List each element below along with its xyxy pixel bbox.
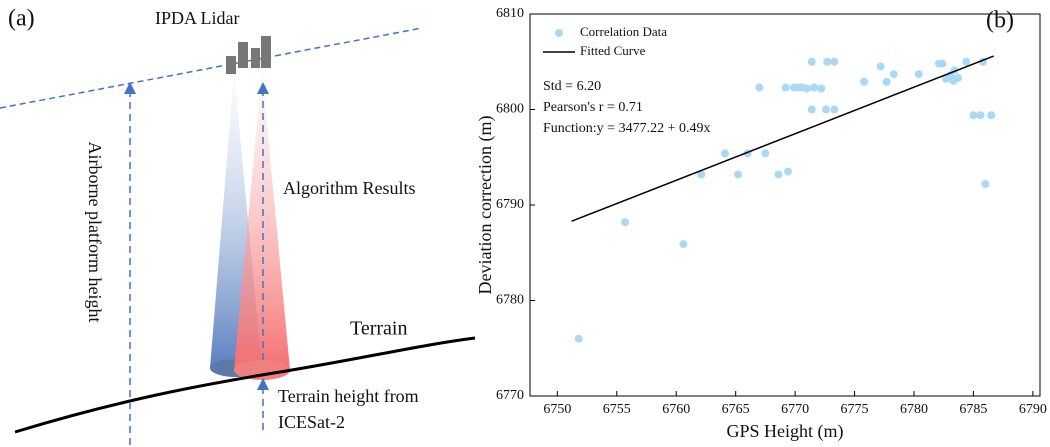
algorithm-label: Algorithm Results [283, 178, 416, 198]
data-point [860, 77, 869, 86]
legend-label: Correlation Data [580, 24, 667, 39]
x-tick-label: 6755 [603, 402, 631, 417]
data-point [876, 62, 885, 71]
data-point [807, 105, 816, 114]
data-point [774, 170, 783, 179]
data-point [962, 57, 971, 66]
x-axis-title: GPS Height (m) [727, 421, 844, 442]
data-point [969, 111, 978, 120]
data-point [807, 57, 816, 66]
data-point [761, 149, 770, 158]
terrain-line [14, 336, 476, 434]
panel-label: (a) [8, 6, 35, 32]
data-point [949, 76, 958, 85]
data-point [720, 149, 729, 158]
data-point [976, 111, 985, 120]
red-footprint [234, 360, 290, 380]
x-tick-label: 6770 [781, 402, 809, 417]
x-tick-label: 6780 [900, 402, 928, 417]
height-label: Airborne platform height [85, 142, 105, 323]
legend-swatch [555, 29, 563, 37]
data-point [830, 105, 839, 114]
panel-label: (b) [986, 8, 1014, 34]
annotation: Std = 6.20 [543, 79, 601, 94]
diagram: (a) IPDA Lidar Airborne platform height … [0, 6, 476, 445]
annotation: Function:y = 3477.22 + 0.49x [543, 121, 710, 136]
data-point [938, 59, 947, 68]
legend-label: Fitted Curve [580, 43, 646, 58]
x-tick-label: 6750 [543, 402, 571, 417]
data-point [817, 84, 826, 93]
data-point [823, 57, 832, 66]
data-point [621, 218, 630, 227]
data-point [882, 77, 891, 86]
terrain-label: Terrain [350, 318, 407, 340]
data-point [830, 57, 839, 66]
data-point [679, 240, 688, 249]
y-tick-label: 6770 [496, 388, 524, 403]
x-tick-label: 6760 [662, 402, 690, 417]
red-beam [234, 70, 290, 370]
y-tick-label: 6780 [496, 293, 524, 308]
annotation: Pearson's r = 0.71 [543, 100, 643, 115]
y-axis-title: Deviation correction (m) [475, 116, 496, 295]
data-point [783, 167, 792, 176]
plot-frame [529, 13, 1041, 397]
data-point [914, 70, 923, 79]
data-point [781, 83, 790, 92]
fitted-line [571, 55, 994, 222]
data-point [734, 170, 743, 179]
data-point [987, 111, 996, 120]
platform-line [0, 27, 423, 109]
data-point [755, 83, 764, 92]
lidar-instrument [226, 36, 271, 74]
data-point [802, 84, 811, 93]
lidar-label: IPDA Lidar [155, 8, 240, 28]
x-tick-label: 6790 [1019, 402, 1047, 417]
y-tick-label: 6790 [496, 197, 524, 212]
x-tick-label: 6775 [841, 402, 869, 417]
terrain-height-label: Terrain height from [278, 386, 419, 406]
data-point [574, 334, 583, 343]
data-point [697, 170, 706, 179]
y-tick-label: 6800 [496, 102, 524, 117]
x-tick-label: 6785 [959, 402, 987, 417]
y-tick-label: 6810 [496, 6, 524, 21]
x-tick-label: 6765 [722, 402, 750, 417]
data-point [810, 83, 819, 92]
data-point [822, 105, 831, 114]
terrain-height-label: ICESat-2 [278, 412, 345, 432]
data-point [981, 179, 990, 188]
data-point [889, 70, 898, 79]
